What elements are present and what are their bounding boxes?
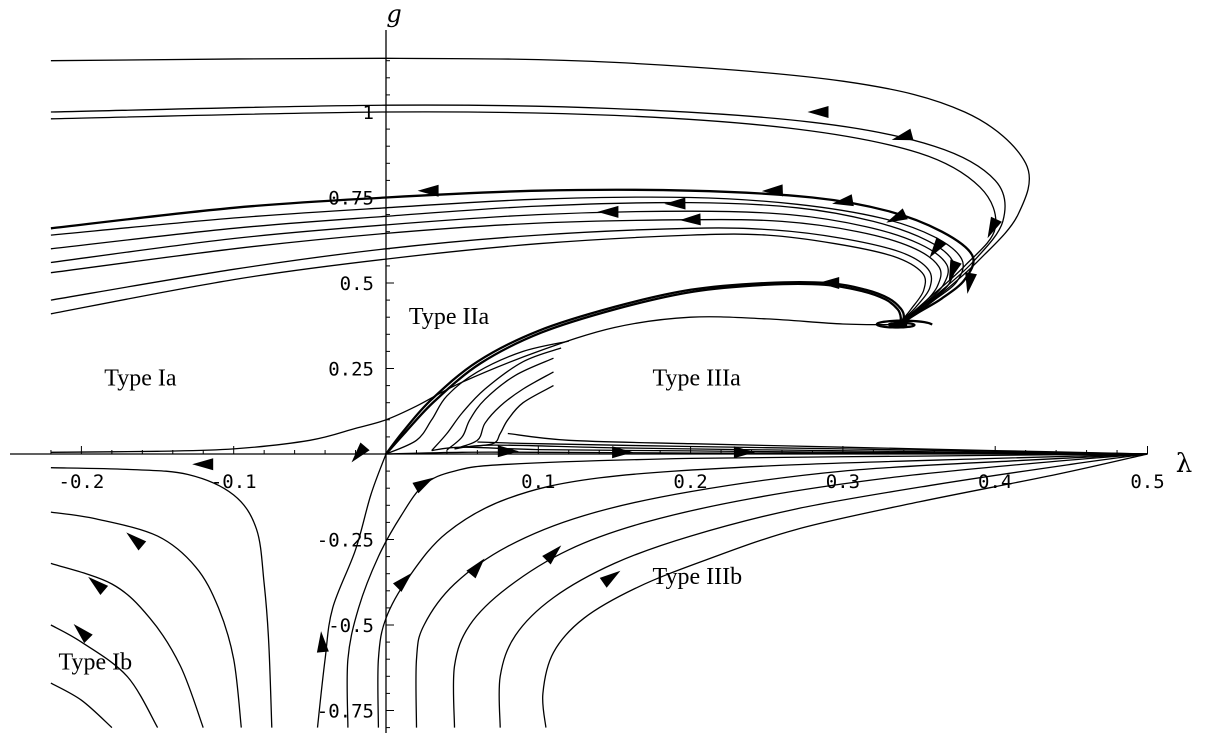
flow-arrow-25: [466, 558, 485, 579]
x-tick-label: -0.2: [59, 471, 105, 493]
flow-arrow-19: [192, 458, 214, 471]
trajectory-curves: [50, 57, 1148, 729]
trajectory-33: [452, 453, 1148, 728]
trajectory-25: [50, 624, 159, 728]
trajectory-24: [50, 682, 113, 729]
trajectory-20: [431, 446, 1148, 455]
flow-arrow-10: [948, 259, 962, 282]
trajectory-6: [50, 201, 955, 326]
flow-arrow-23: [412, 477, 434, 494]
axes: -0.2 -0.1 0.1 0.2 0.3 0.4 0.5 -0.75 -0.5 -0.25 0.2…: [10, 0, 1192, 733]
flow-arrow-26: [542, 545, 562, 565]
flow-arrow-13: [597, 205, 619, 218]
trajectory-30: [346, 453, 1148, 728]
flow-arrow-15: [351, 442, 370, 463]
flow-arrow-22: [73, 624, 93, 644]
flow-arrow-27: [599, 570, 621, 588]
y-tick-label: -0.25: [317, 530, 374, 552]
flow-arrow-5: [417, 184, 439, 197]
trajectory-7: [50, 210, 949, 326]
flow-arrow-21: [88, 576, 109, 596]
trajectory-27: [50, 511, 242, 728]
trajectory-26: [50, 562, 204, 728]
trajectory-5: [50, 196, 964, 326]
x-tick-label: -0.1: [211, 471, 257, 493]
trajectory-9: [50, 227, 933, 326]
y-tick-label: -0.5: [328, 615, 374, 637]
region-label-type-ib: Type Ib: [59, 649, 133, 675]
y-tick-label: -0.75: [317, 701, 374, 723]
fixed-point-spiral: [875, 319, 933, 329]
trajectory-12: [385, 282, 902, 455]
trajectory-32: [415, 453, 1148, 728]
x-tick-label: 0.5: [1130, 471, 1164, 493]
y-tick-label: 0.25: [328, 359, 374, 381]
region-labels: Type Ia Type IIa Type IIIa Type Ib Type IIIb: [59, 304, 743, 675]
flow-arrow-4: [965, 272, 977, 294]
trajectory-34: [498, 453, 1148, 728]
region-label-type-iiib: Type IIIb: [653, 564, 743, 590]
trajectory-31: [377, 453, 1148, 728]
x-tick-label: 0.2: [673, 471, 707, 493]
flow-arrow-9: [929, 237, 947, 258]
y-tick-label: 0.75: [328, 188, 374, 210]
flow-arrow-2: [891, 128, 914, 141]
y-axis-label: g: [386, 0, 401, 28]
trajectory-3: [50, 111, 997, 326]
trajectory-11: [385, 281, 906, 455]
trajectory-8: [50, 218, 942, 326]
trajectory-16: [446, 357, 554, 451]
flow-arrow-17: [612, 446, 634, 459]
trajectory-13: [50, 316, 900, 453]
flow-arrow-6: [761, 184, 784, 197]
flow-arrow-28: [316, 631, 329, 653]
trajectory-15: [431, 347, 562, 452]
flow-arrow-7: [832, 194, 854, 207]
trajectory-10: [50, 233, 927, 326]
y-tick-label: 0.5: [340, 273, 374, 295]
trajectory-23: [507, 432, 1148, 455]
trajectory-28: [50, 467, 273, 728]
flow-arrow-12: [679, 213, 701, 226]
trajectory-17: [454, 371, 554, 450]
flow-arrow-1: [807, 106, 829, 118]
trajectory-4: [50, 188, 975, 326]
trajectory-1: [50, 57, 1030, 326]
region-label-type-iia: Type IIa: [409, 304, 490, 330]
x-tick-label: 0.4: [978, 471, 1012, 493]
flow-arrows: [73, 106, 1002, 653]
trajectory-14: [385, 340, 569, 455]
flow-arrow-14: [818, 277, 840, 289]
x-tick-label: 0.3: [826, 471, 860, 493]
y-tick-label: 1: [363, 102, 374, 124]
flow-arrow-8: [886, 208, 908, 223]
region-label-type-iiia: Type IIIa: [653, 366, 742, 392]
x-tick-label: 0.1: [521, 471, 555, 493]
flow-arrow-3: [987, 216, 1002, 239]
flow-arrow-11: [664, 197, 686, 210]
region-label-type-ia: Type Ia: [104, 366, 177, 392]
flow-arrow-24: [392, 572, 413, 592]
trajectory-29: [316, 453, 387, 728]
trajectory-18: [462, 385, 554, 448]
flow-arrow-18: [733, 446, 755, 459]
flow-arrow-20: [126, 532, 147, 551]
trajectory-35: [541, 453, 1148, 728]
x-axis-label: λ: [1176, 449, 1192, 479]
